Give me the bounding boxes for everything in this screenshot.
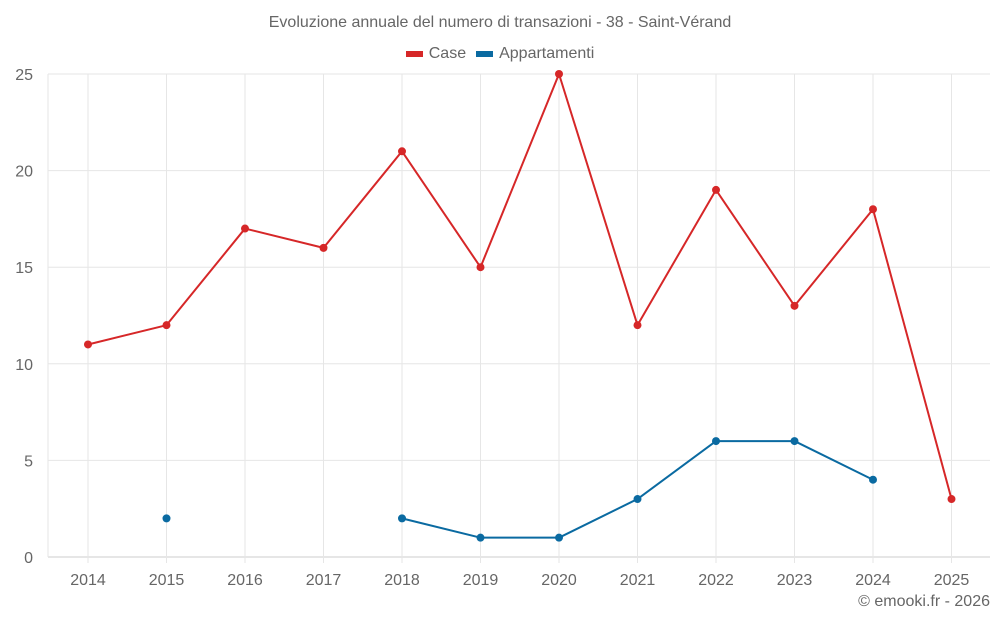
data-point-marker bbox=[476, 263, 485, 272]
data-point-marker bbox=[398, 514, 406, 523]
y-tick-label: 10 bbox=[15, 357, 33, 374]
data-point-marker bbox=[162, 514, 171, 523]
y-tick-label: 0 bbox=[24, 550, 33, 567]
credit-text: © emooki.fr - 2026 bbox=[858, 593, 990, 610]
data-point-marker bbox=[712, 437, 720, 446]
legend-swatch-case-icon bbox=[405, 51, 423, 57]
x-tick-label: 2024 bbox=[855, 572, 891, 589]
x-tick-label: 2023 bbox=[777, 572, 813, 589]
y-tick-label: 25 bbox=[15, 67, 33, 84]
x-tick-label: 2018 bbox=[384, 572, 420, 589]
x-tick-label: 2021 bbox=[620, 572, 656, 589]
x-tick-label: 2020 bbox=[541, 572, 577, 589]
legend-label: Case bbox=[428, 45, 467, 62]
data-point-marker bbox=[869, 205, 877, 214]
data-point-marker bbox=[241, 224, 249, 233]
legend-item-appartamenti[interactable]: Appartamenti bbox=[476, 45, 594, 63]
data-point-marker bbox=[947, 495, 956, 504]
series-line-case bbox=[87, 73, 953, 500]
data-point-marker bbox=[869, 475, 877, 484]
legend: Case Appartamenti bbox=[0, 45, 1000, 63]
x-tick-label: 2022 bbox=[698, 572, 734, 589]
data-point-marker bbox=[84, 340, 92, 349]
data-point-marker bbox=[319, 243, 328, 252]
data-point-marker bbox=[398, 147, 406, 156]
x-tick-label: 2015 bbox=[149, 572, 185, 589]
legend-swatch-appartamenti-icon bbox=[476, 51, 494, 57]
y-tick-label: 20 bbox=[15, 164, 33, 181]
x-tick-label: 2025 bbox=[934, 572, 970, 589]
legend-item-case[interactable]: Case bbox=[405, 45, 467, 63]
x-tick-label: 2016 bbox=[227, 572, 263, 589]
x-tick-label: 2019 bbox=[463, 572, 499, 589]
data-point-marker bbox=[555, 70, 563, 78]
data-point-marker bbox=[476, 533, 485, 542]
data-point-marker bbox=[712, 185, 720, 194]
y-tick-label: 5 bbox=[24, 453, 33, 470]
data-point-marker bbox=[790, 301, 799, 310]
x-tick-label: 2017 bbox=[306, 572, 342, 589]
data-point-marker bbox=[555, 533, 563, 542]
data-point-marker bbox=[790, 437, 799, 446]
data-point-marker bbox=[162, 321, 171, 330]
x-tick-label: 2014 bbox=[70, 572, 106, 589]
legend-label: Appartamenti bbox=[499, 45, 595, 62]
data-point-marker bbox=[633, 495, 642, 504]
data-point-marker bbox=[633, 321, 642, 330]
y-tick-label: 15 bbox=[15, 260, 33, 277]
chart-title: Evoluzione annuale del numero di transaz… bbox=[268, 14, 732, 31]
